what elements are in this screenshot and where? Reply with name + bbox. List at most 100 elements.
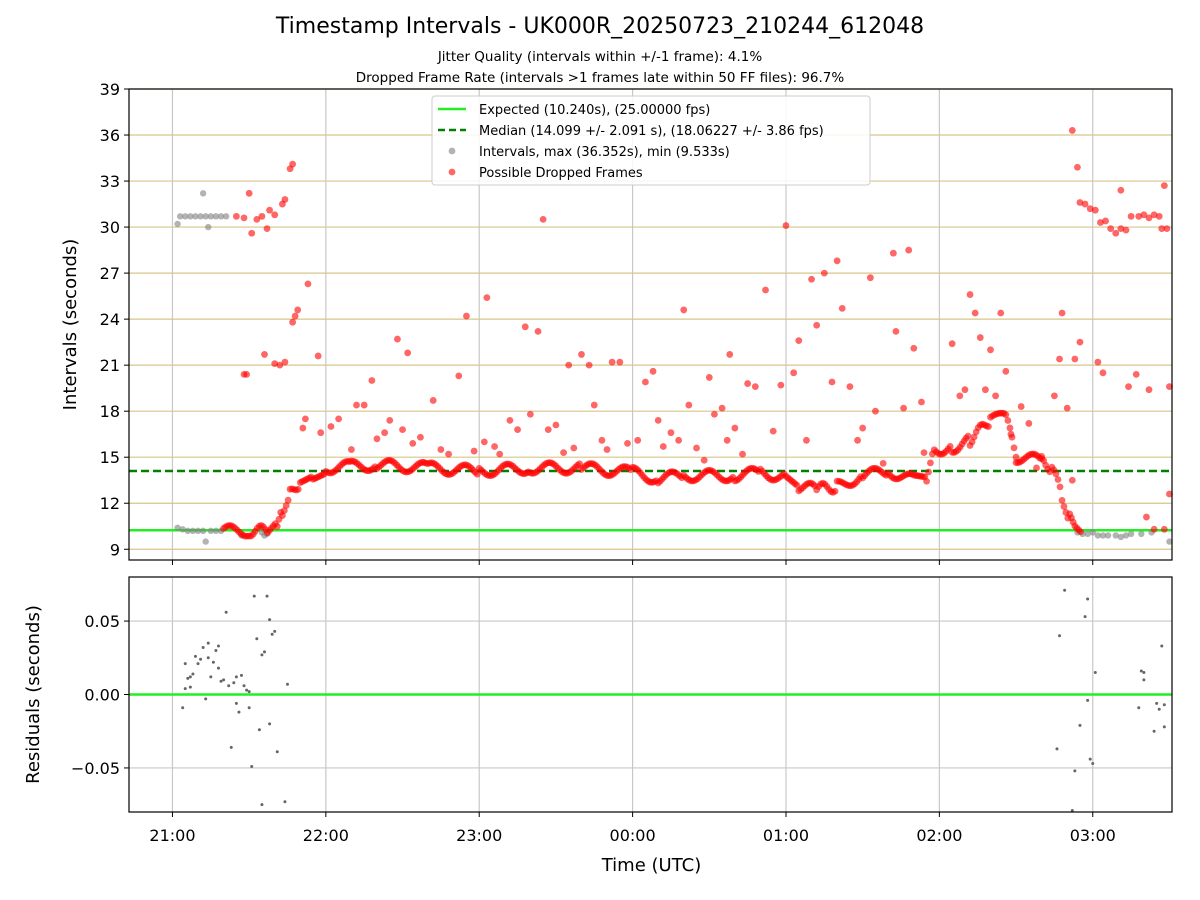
dropped-frame-point — [782, 222, 790, 229]
residual-point — [183, 687, 187, 691]
dropped-frame-point — [1140, 211, 1148, 219]
residual-point — [216, 644, 220, 648]
dropped-frame-point — [240, 214, 248, 222]
dropped-frame-point — [560, 449, 567, 457]
residual-point — [275, 750, 279, 754]
dropped-frame-point — [570, 444, 578, 452]
dropped-frame-point — [394, 335, 401, 343]
residual-point — [252, 594, 256, 598]
jitter-quality-subtitle: Jitter Quality (intervals within +/-1 fr… — [437, 49, 763, 65]
dropped-frame-point — [918, 398, 925, 406]
dropped-frame-point — [1094, 358, 1102, 366]
dropped-frame-point — [700, 456, 708, 464]
residual-point — [183, 662, 187, 666]
x-tick-label: 22:00 — [303, 826, 349, 845]
y-tick-label: 18 — [100, 402, 120, 421]
dropped-frame-point — [910, 344, 918, 352]
dropped-frame-trend-point — [1058, 496, 1066, 504]
dropped-frame-point — [769, 427, 777, 435]
dropped-frame-point — [578, 351, 585, 358]
residual-point — [260, 653, 264, 657]
dropped-frame-point — [961, 386, 969, 394]
dropped-frame-trend-point — [1060, 503, 1068, 510]
dropped-frame-point — [404, 349, 412, 357]
y-tick-label: 27 — [100, 264, 120, 283]
residual-point — [1160, 644, 1164, 648]
residual-point — [265, 594, 269, 598]
dropped-frame-point — [854, 436, 861, 444]
dropped-frame-point — [1038, 455, 1046, 463]
residuals-plot: 21:00 22:00 23:00 00:00 01:00 02:00 03:00 −0.05… — [23, 576, 1173, 876]
dropped-frame-point — [624, 440, 631, 447]
dropped-frame-point — [243, 370, 250, 378]
dropped-frame-point — [1160, 525, 1168, 533]
dropped-frame-point — [608, 358, 616, 366]
interval-point — [199, 190, 207, 197]
interval-point — [212, 213, 220, 220]
residual-point — [1093, 670, 1097, 674]
dropped-frame-point — [685, 401, 693, 409]
dropped-frame-point — [301, 415, 309, 423]
dropped-frame-point — [654, 416, 662, 424]
dropped-frame-trend-point — [1077, 528, 1085, 536]
dropped-frame-point — [585, 361, 593, 369]
residual-point — [209, 675, 213, 679]
dropped-frame-point — [808, 275, 815, 283]
dropped-frame-trend-point — [1052, 470, 1060, 478]
dropped-frame-point — [1125, 383, 1132, 391]
dropped-frame-point — [1025, 420, 1033, 427]
dropped-frame-point — [659, 443, 667, 450]
dropped-frame-point — [1017, 403, 1025, 410]
interval-point — [192, 213, 199, 220]
dropped-frame-point — [1081, 200, 1089, 208]
dropped-frame-trend-point — [1010, 444, 1018, 452]
y-tick-label: 36 — [100, 126, 120, 145]
dropped-frame-point — [590, 401, 598, 409]
dropped-frame-point — [892, 328, 900, 335]
dropped-frame-point — [245, 189, 253, 197]
y-tick-label: 9 — [110, 540, 120, 559]
interval-point — [222, 213, 230, 220]
dropped-frame-point — [373, 435, 381, 443]
dropped-frame-point — [1166, 383, 1173, 391]
dropped-frame-point — [248, 229, 256, 237]
dropped-frame-point — [314, 352, 322, 360]
dropped-frame-trend-point — [1004, 417, 1012, 424]
interval-point — [1138, 530, 1145, 538]
residual-point — [1139, 669, 1143, 673]
residual-point — [234, 675, 238, 679]
dropped-frame-point — [1099, 369, 1107, 377]
dropped-frame-point — [987, 346, 994, 354]
dropped-frame-point — [777, 381, 785, 389]
dropped-frame-point — [291, 312, 299, 320]
residual-point — [193, 654, 197, 658]
dropped-frame-point — [739, 450, 746, 458]
dropped-frame-point — [1135, 212, 1143, 220]
dropped-frame-point — [1122, 226, 1130, 234]
residual-point — [250, 764, 254, 768]
dropped-frame-point — [649, 367, 657, 375]
residual-point — [222, 678, 226, 682]
dropped-frame-point — [1127, 212, 1135, 220]
dropped-frame-point — [289, 318, 297, 326]
interval-point — [176, 213, 184, 220]
dropped-frame-point — [409, 440, 417, 447]
dropped-frame-point — [1160, 182, 1168, 190]
residual-point — [1070, 809, 1074, 813]
dropped-frame-point — [820, 269, 828, 277]
dropped-frame-point — [744, 380, 752, 387]
residual-point — [242, 684, 246, 688]
dropped-frame-trend-point — [923, 477, 930, 485]
dropped-frame-point — [1117, 225, 1125, 233]
dropped-frame-point — [276, 361, 284, 369]
dropped-frame-point — [838, 304, 846, 312]
dropped-frame-point — [514, 426, 521, 433]
residual-point — [224, 610, 228, 614]
dropped-frame-point — [1112, 229, 1120, 237]
interval-point — [182, 213, 189, 220]
residuals-y-axis-label: Residuals (seconds) — [23, 605, 44, 784]
dropped-frame-point — [455, 372, 463, 380]
dropped-frame-point — [616, 358, 624, 366]
residual-point — [260, 803, 264, 807]
residual-point — [237, 710, 241, 714]
